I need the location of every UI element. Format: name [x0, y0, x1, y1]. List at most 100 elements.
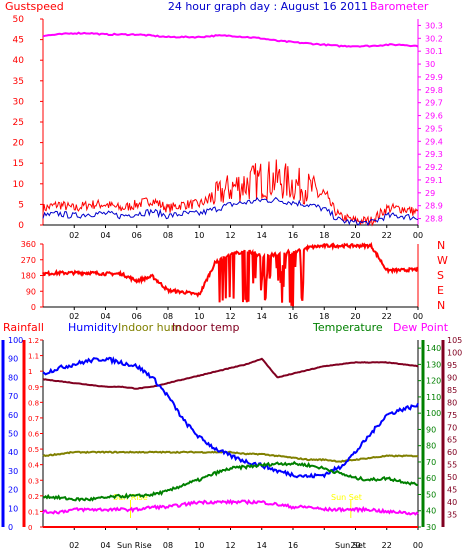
- indoor-temp-series-line: [42, 357, 419, 390]
- baro-y-tick-label: 29.5: [425, 124, 443, 133]
- humidity-y-tick-label: 90: [8, 355, 18, 364]
- chart-title: 24 hour graph day : August 16 2011: [168, 0, 368, 13]
- wind-x-tick-label: 14: [257, 231, 267, 240]
- temp-y-tick-label: 30: [426, 523, 436, 532]
- legend-temperature: Temperature: [312, 321, 383, 334]
- humidity-y-tick-label: 70: [8, 392, 18, 401]
- temp-x-tick-label: 22: [382, 541, 392, 550]
- rain-y-tick-label: 0.5: [28, 446, 39, 454]
- dew-point-series-line: [42, 498, 419, 516]
- rain-y-tick-label: 0.9: [28, 384, 39, 392]
- direction-x-tick-label: 12: [225, 312, 235, 321]
- baro-y-tick-label: 28.9: [425, 202, 443, 211]
- temp-x-tick-label: 16: [288, 541, 298, 550]
- baro-y-tick-label: 30.1: [425, 47, 443, 56]
- humidity-y-tick-label: 100: [8, 336, 23, 345]
- compass-label: S: [437, 269, 444, 282]
- temp-y-tick-label: 70: [426, 458, 436, 467]
- temp-y-tick-label: 120: [426, 377, 441, 386]
- direction-x-tick-label: 08: [163, 312, 173, 321]
- sun-set-axis-label: Sun Set: [335, 541, 366, 550]
- wind-x-tick-label: 12: [225, 231, 235, 240]
- temp-y-tick-label: 80: [426, 442, 436, 451]
- dew-y-tick-label: 55: [447, 461, 457, 470]
- direction-x-tick-label: 20: [350, 312, 360, 321]
- dew-y-tick-label: 85: [447, 386, 457, 395]
- wind-x-tick-label: 08: [163, 231, 173, 240]
- temp-y-tick-label: 90: [426, 425, 436, 434]
- direction-x-tick-label: 02: [69, 312, 79, 321]
- wind-x-tick-label: 16: [288, 231, 298, 240]
- direction-x-tick-label: 18: [319, 312, 329, 321]
- baro-y-tick-label: 30.3: [425, 21, 443, 30]
- humidity-y-tick-label: 80: [8, 373, 18, 382]
- gust-label: Gustspeed: [5, 0, 64, 13]
- direction-x-tick-label: 06: [132, 312, 142, 321]
- gust-y-tick-label: 40: [13, 56, 25, 66]
- dew-y-tick-label: 95: [447, 361, 457, 370]
- sun-set-marker-label: Sun Set: [331, 493, 362, 502]
- baro-label: Barometer: [370, 0, 429, 13]
- baro-y-tick-label: 29.7: [425, 99, 443, 108]
- wind-x-tick-label: 02: [69, 231, 79, 240]
- humidity-y-tick-label: 20: [8, 486, 18, 495]
- direction-y-tick-label: 180: [21, 272, 36, 281]
- dew-y-tick-label: 50: [447, 473, 457, 482]
- wind-x-tick-label: 06: [132, 231, 142, 240]
- baro-y-tick-label: 29: [425, 189, 435, 198]
- gust-y-tick-label: 5: [18, 200, 24, 210]
- humidity-y-tick-label: 40: [8, 448, 18, 457]
- rain-y-tick-label: 1.2: [28, 337, 39, 345]
- gust-y-tick-label: 35: [13, 77, 24, 87]
- indoor-hum-series-line: [42, 450, 419, 463]
- temp-x-tick-label: 20: [350, 541, 360, 550]
- temp-y-tick-label: 40: [426, 507, 436, 516]
- baro-y-tick-label: 29.6: [425, 112, 443, 121]
- direction-y-tick-label: 0: [31, 303, 36, 312]
- direction-x-tick-label: 10: [194, 312, 204, 321]
- legend-dew-point: Dew Point: [393, 321, 449, 334]
- direction-x-tick-label: 04: [100, 312, 110, 321]
- temp-y-tick-label: 140: [426, 344, 441, 353]
- temp-x-tick-label: 14: [257, 541, 267, 550]
- gust-y-tick-label: 15: [13, 159, 24, 169]
- gust-y-tick-label: 0: [18, 221, 24, 231]
- legend-rainfall: Rainfall: [3, 321, 44, 334]
- wind-x-tick-label: 18: [319, 231, 329, 240]
- dew-y-tick-label: 100: [447, 348, 462, 357]
- sun-rise-axis-label: Sun Rise: [117, 541, 152, 550]
- baro-y-tick-label: 29.3: [425, 150, 443, 159]
- rain-y-tick-label: 0.4: [28, 462, 40, 470]
- gust-y-tick-label: 45: [13, 36, 24, 46]
- temp-y-tick-label: 50: [426, 490, 436, 499]
- humidity-series-line: [42, 356, 419, 479]
- gust-y-tick-label: 50: [13, 15, 25, 25]
- direction-y-tick-label: 270: [21, 256, 36, 265]
- rain-y-tick-label: 0.6: [28, 431, 40, 439]
- legend-humidity: Humidity: [68, 321, 118, 334]
- direction-x-tick-label: 16: [288, 312, 298, 321]
- rain-y-tick-label: 0.7: [28, 415, 39, 423]
- temp-x-tick-label: 02: [69, 541, 79, 550]
- rain-y-tick-label: 0: [28, 524, 32, 532]
- legend-indoor-temp: Indoor temp: [172, 321, 239, 334]
- wind-direction-series-line: [42, 241, 419, 307]
- wind-x-tick-label: 04: [100, 231, 110, 240]
- humidity-y-tick-label: 0: [8, 523, 13, 532]
- gust-series-line: [42, 159, 419, 227]
- temp-x-tick-label: 08: [163, 541, 173, 550]
- rain-y-tick-label: 0.2: [28, 493, 39, 501]
- baro-y-tick-label: 29.2: [425, 163, 443, 172]
- baro-y-tick-label: 29.4: [425, 137, 443, 146]
- dew-y-tick-label: 65: [447, 436, 457, 445]
- direction-x-tick-label: 14: [257, 312, 267, 321]
- compass-label: E: [437, 284, 444, 297]
- gust-y-tick-label: 25: [13, 118, 24, 128]
- rain-y-tick-label: 0.1: [28, 508, 39, 516]
- dew-y-tick-label: 105: [447, 336, 462, 345]
- plot-layer: 0510152025303540455028.828.92929.129.229…: [1, 15, 462, 550]
- humidity-y-tick-label: 30: [8, 467, 18, 476]
- dew-y-tick-label: 35: [447, 511, 457, 520]
- direction-y-tick-label: 90: [26, 287, 36, 296]
